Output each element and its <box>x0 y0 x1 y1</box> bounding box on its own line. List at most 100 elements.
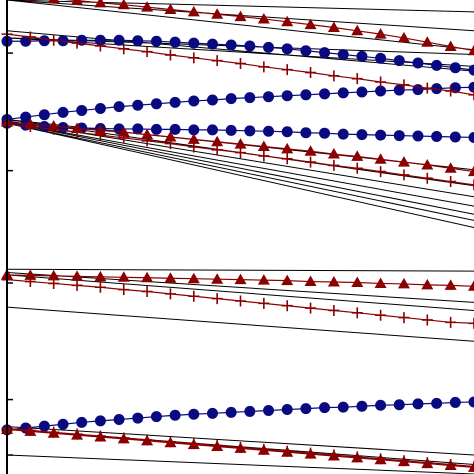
series-4-point-11 <box>257 12 270 24</box>
series-9-point-17 <box>398 312 410 324</box>
series-3-point-6 <box>113 413 125 425</box>
series-7-point-12 <box>281 153 293 165</box>
series-1-point-7 <box>132 99 144 111</box>
series-7-point-3 <box>71 126 83 138</box>
series-7 <box>1 118 474 191</box>
series-5-point-2 <box>48 34 60 46</box>
series-4-point-12 <box>281 15 294 27</box>
series-3-point-17 <box>319 402 331 414</box>
series-3-point-21 <box>393 399 405 411</box>
series-11 <box>1 423 474 472</box>
series-3-point-2 <box>38 420 50 432</box>
series-8-point-18 <box>421 278 434 290</box>
series-7-point-6 <box>141 135 153 147</box>
series-3-point-7 <box>132 412 144 424</box>
series-9-point-12 <box>281 300 293 312</box>
series-9-point-1 <box>24 276 36 288</box>
series-8-point-17 <box>397 277 410 289</box>
series-7-point-17 <box>398 169 410 181</box>
series-0-point-20 <box>375 52 387 64</box>
series-1-point-8 <box>150 98 162 110</box>
series-3-point-25 <box>468 396 474 408</box>
series-11-point-7 <box>164 436 177 448</box>
series-3-point-14 <box>263 404 275 416</box>
series-5-point-4 <box>94 40 106 52</box>
series-4-point-18 <box>421 36 434 47</box>
series-6-point-11 <box>257 140 270 151</box>
series-1-point-5 <box>94 103 106 115</box>
series-6-point-14 <box>327 148 340 159</box>
series-11-point-20 <box>468 461 474 472</box>
series-3-point-12 <box>225 406 237 418</box>
series-2-point-24 <box>449 131 461 143</box>
series-1-point-15 <box>281 90 293 102</box>
series-9-point-16 <box>375 309 387 321</box>
series-4-point-3 <box>71 0 84 5</box>
series-7-point-10 <box>235 147 246 159</box>
series-8-point-13 <box>304 275 317 287</box>
series-3-point-3 <box>57 418 69 430</box>
series-4-point-20 <box>468 44 474 56</box>
series-2-point-22 <box>412 130 424 142</box>
thin-line-13 <box>6 268 474 272</box>
series-4-point-15 <box>351 24 364 36</box>
series-10-point-20 <box>468 460 474 472</box>
series-7-point-11 <box>258 150 270 162</box>
series-9-point-13 <box>305 302 317 314</box>
series-3-point-20 <box>375 399 387 411</box>
series-3-point-15 <box>281 404 293 416</box>
series-8-point-11 <box>257 274 270 285</box>
series-6-point-12 <box>281 142 294 154</box>
series-8-point-6 <box>141 271 154 283</box>
series-5-point-17 <box>398 79 410 91</box>
series-3-point-24 <box>449 396 461 408</box>
series-1-point-12 <box>225 93 237 105</box>
series-5-point-14 <box>328 70 340 82</box>
series-3-point-19 <box>356 400 368 412</box>
series-3 <box>1 396 474 436</box>
series-8-point-2 <box>47 269 60 281</box>
series-8-point-20 <box>468 280 474 291</box>
series-0-point-6 <box>113 34 125 46</box>
series-5-point-10 <box>235 58 246 70</box>
series-1 <box>1 81 474 125</box>
series-1-point-23 <box>431 83 443 95</box>
series-1-point-14 <box>263 91 275 103</box>
series-1-point-21 <box>393 84 405 96</box>
series-5-point-12 <box>281 64 293 76</box>
series-9-point-5 <box>118 284 130 296</box>
series-11-point-2 <box>47 427 60 438</box>
series-6-point-5 <box>117 126 130 137</box>
series-1-point-6 <box>113 101 125 113</box>
series-9-point-4 <box>94 281 106 293</box>
series-7-point-5 <box>118 132 130 144</box>
series-1-point-18 <box>337 87 349 99</box>
series-4-point-2 <box>47 0 60 4</box>
series-8-point-7 <box>164 272 177 283</box>
series-2-point-23 <box>431 131 443 143</box>
series-0-point-8 <box>150 35 162 47</box>
axes-frame <box>6 0 13 474</box>
series-7-point-13 <box>305 156 317 168</box>
series-3-point-13 <box>244 405 256 417</box>
series-11-point-17 <box>397 455 410 467</box>
series-0-point-18 <box>337 49 349 61</box>
series-0-point-19 <box>356 50 368 62</box>
series-4-point-17 <box>397 31 410 43</box>
series-6-point-17 <box>397 156 410 167</box>
series-2 <box>1 117 474 143</box>
series-1-point-1 <box>20 111 32 123</box>
series-6-point-7 <box>164 130 177 142</box>
series-0-point-23 <box>431 59 443 71</box>
series-1-point-2 <box>38 109 50 121</box>
series-11-point-11 <box>257 444 270 455</box>
series-6-point-9 <box>211 135 224 147</box>
series-11-point-8 <box>187 438 200 450</box>
series-8-point-5 <box>117 271 130 282</box>
series-0-point-25 <box>468 64 474 76</box>
series-8-point-19 <box>444 279 457 290</box>
series-4-point-1 <box>24 0 37 1</box>
series-11-point-9 <box>211 440 224 452</box>
series-2-point-15 <box>281 126 293 138</box>
